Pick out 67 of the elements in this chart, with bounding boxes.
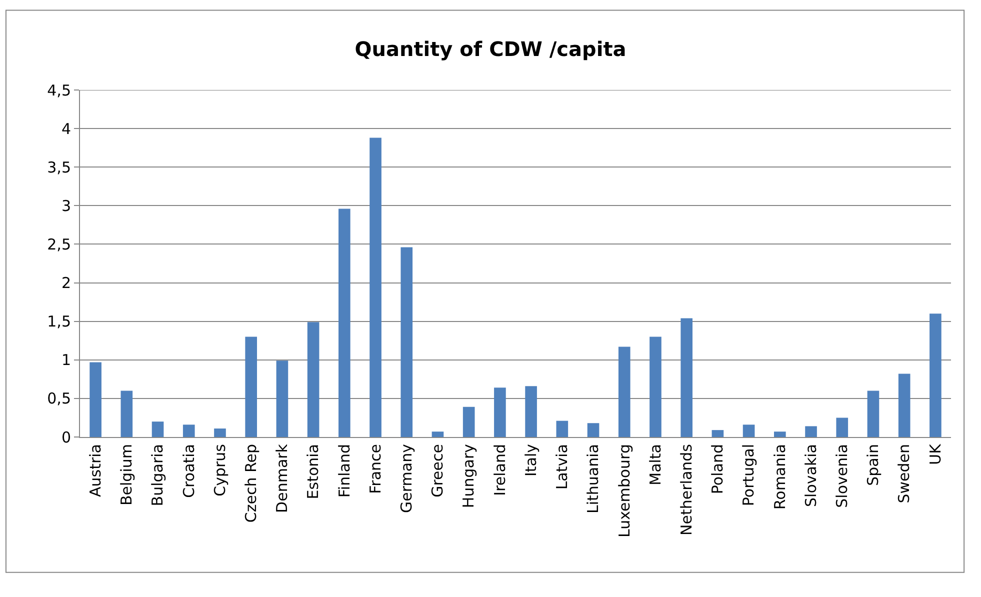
bar xyxy=(152,422,164,437)
bar xyxy=(836,418,848,437)
x-tick-label: Malta xyxy=(646,444,664,486)
bar xyxy=(712,430,724,437)
bar xyxy=(867,390,880,437)
x-tick-label: Luxembourg xyxy=(615,444,634,538)
x-tick-label: Cyprus xyxy=(210,444,229,496)
y-tick-label: 2,5 xyxy=(47,235,71,254)
x-tick-label: France xyxy=(366,444,384,494)
y-tick-label: 4 xyxy=(61,120,71,138)
y-tick-label: 4,5 xyxy=(47,81,71,100)
x-tick-label: Latvia xyxy=(553,444,572,490)
x-tick-label: Hungary xyxy=(460,444,478,508)
bar xyxy=(525,386,537,437)
x-tick-label: Belgium xyxy=(118,444,136,506)
x-tick-label: UK xyxy=(926,442,944,465)
y-tick-label: 0,5 xyxy=(47,390,71,408)
bar xyxy=(307,322,320,437)
x-tick-label: Lithuania xyxy=(584,444,602,514)
bar xyxy=(930,314,942,437)
x-tick-label: Denmark xyxy=(273,444,292,513)
y-tick-label: 0 xyxy=(61,428,71,446)
x-tick-label: Portugal xyxy=(740,444,758,506)
x-tick-label: Italy xyxy=(522,444,540,477)
x-tick-label: Greece xyxy=(428,444,447,498)
bar xyxy=(742,424,755,437)
bar xyxy=(338,208,350,437)
x-tick-label: Croatia xyxy=(180,444,198,498)
x-tick-label: Bulgaria xyxy=(148,444,167,506)
y-tick-label: 3,5 xyxy=(47,158,71,176)
bar xyxy=(214,428,226,437)
y-tick-label: 1,5 xyxy=(47,312,71,331)
y-tick-label: 3 xyxy=(61,196,71,215)
x-tick-label: Sweden xyxy=(895,444,914,504)
x-tick-label: Slovenia xyxy=(833,444,852,508)
x-tick-label: Netherlands xyxy=(677,444,696,536)
bar xyxy=(276,360,288,437)
bar xyxy=(587,423,600,437)
x-tick-label: Estonia xyxy=(304,444,322,500)
x-tick-label: Romania xyxy=(770,444,789,510)
bar xyxy=(618,346,630,437)
chart-title: Quantity of CDW /capita xyxy=(354,36,626,61)
bar xyxy=(90,362,102,437)
bar xyxy=(400,247,413,437)
x-tick-label: Ireland xyxy=(490,444,509,496)
bar xyxy=(680,318,692,437)
x-tick-label: Spain xyxy=(864,444,882,486)
x-tick-label: Finland xyxy=(335,444,354,498)
bar xyxy=(774,432,786,437)
bar xyxy=(556,420,568,437)
x-tick-label: Austria xyxy=(86,444,104,497)
x-tick-label: Germany xyxy=(398,444,416,513)
x-tick-label: Slovakia xyxy=(802,444,820,507)
y-tick-label: 2 xyxy=(61,274,71,292)
x-tick-label: Czech Rep xyxy=(242,444,260,523)
bar xyxy=(370,138,382,437)
bar xyxy=(494,388,506,437)
bar xyxy=(898,374,910,437)
bar xyxy=(462,406,475,437)
bar xyxy=(805,426,817,437)
bar xyxy=(432,432,444,437)
x-tick-label: Poland xyxy=(708,444,727,494)
bar xyxy=(245,336,257,437)
y-tick-label: 1 xyxy=(61,351,71,370)
bar xyxy=(182,424,195,437)
bar xyxy=(650,336,662,437)
bar xyxy=(120,390,133,437)
